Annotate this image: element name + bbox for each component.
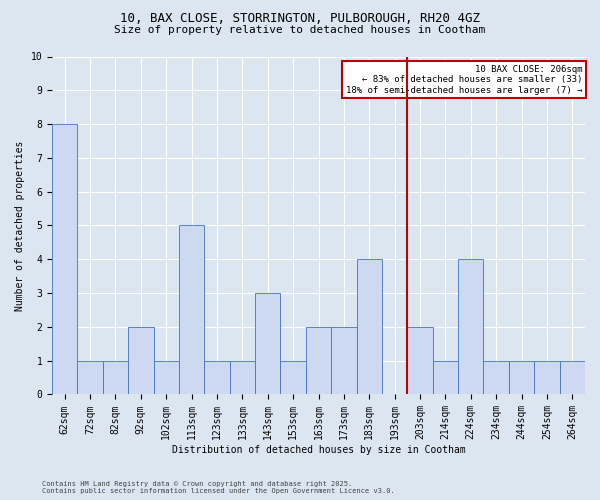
- Bar: [128, 327, 154, 394]
- Bar: [458, 260, 484, 394]
- Bar: [154, 360, 179, 394]
- Text: 10 BAX CLOSE: 206sqm
← 83% of detached houses are smaller (33)
18% of semi-detac: 10 BAX CLOSE: 206sqm ← 83% of detached h…: [346, 65, 583, 94]
- Bar: [407, 327, 433, 394]
- Bar: [306, 327, 331, 394]
- Bar: [331, 327, 356, 394]
- Bar: [103, 360, 128, 394]
- Bar: [205, 360, 230, 394]
- Bar: [560, 360, 585, 394]
- Bar: [179, 226, 205, 394]
- Text: Contains HM Land Registry data © Crown copyright and database right 2025.
Contai: Contains HM Land Registry data © Crown c…: [42, 481, 395, 494]
- Bar: [433, 360, 458, 394]
- Bar: [484, 360, 509, 394]
- Y-axis label: Number of detached properties: Number of detached properties: [15, 140, 25, 310]
- Bar: [77, 360, 103, 394]
- Text: Size of property relative to detached houses in Cootham: Size of property relative to detached ho…: [115, 25, 485, 35]
- Bar: [230, 360, 255, 394]
- Bar: [255, 293, 280, 394]
- Bar: [509, 360, 534, 394]
- Bar: [356, 260, 382, 394]
- Bar: [534, 360, 560, 394]
- Bar: [280, 360, 306, 394]
- Text: 10, BAX CLOSE, STORRINGTON, PULBOROUGH, RH20 4GZ: 10, BAX CLOSE, STORRINGTON, PULBOROUGH, …: [120, 12, 480, 26]
- X-axis label: Distribution of detached houses by size in Cootham: Distribution of detached houses by size …: [172, 445, 466, 455]
- Bar: [52, 124, 77, 394]
